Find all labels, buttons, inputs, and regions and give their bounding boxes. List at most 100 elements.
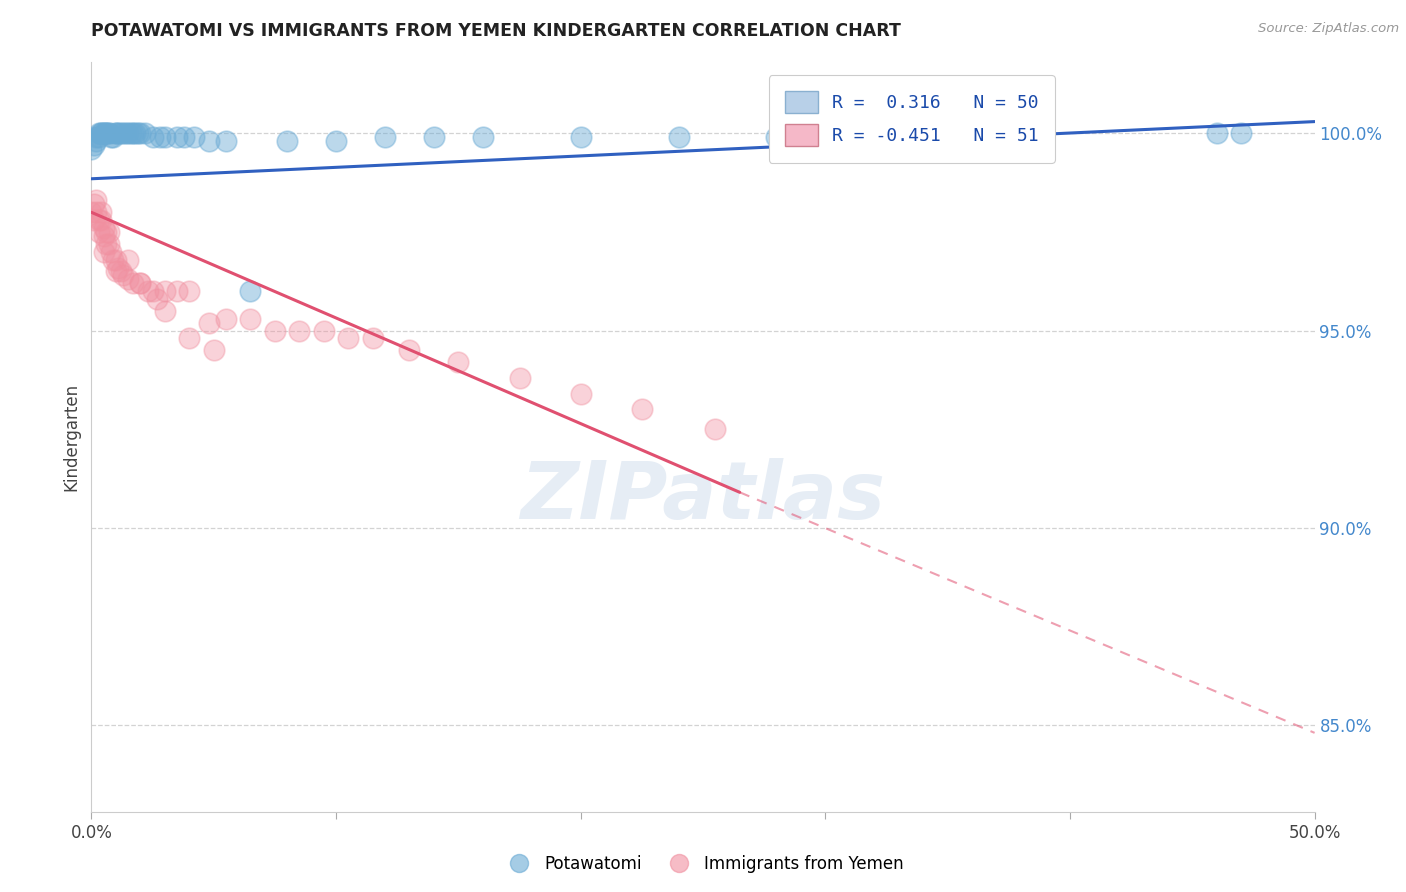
Point [129,277,152,291]
Point [104,264,127,278]
Point [90,127,112,141]
Point [100,130,122,145]
Point [1205,127,1227,141]
Point [179,331,201,345]
Point [129,277,152,291]
Point [120,127,142,141]
Point [141,284,163,298]
Point [288,324,311,338]
Point [94,127,117,141]
Text: ZIPatlas: ZIPatlas [520,458,886,536]
Point [103,252,125,267]
Point [112,127,135,141]
Point [704,422,727,436]
Point [93,127,115,141]
Point [104,252,127,267]
Point [104,127,127,141]
Point [264,324,287,338]
Point [90,213,112,227]
Point [122,127,145,141]
Point [87,127,110,141]
Point [141,130,163,145]
Point [93,244,115,259]
Point [1010,130,1032,145]
Point [447,355,470,369]
Point [198,316,221,330]
Point [122,277,145,291]
Point [100,244,122,259]
Point [239,284,262,298]
Point [94,225,117,239]
Point [94,236,117,251]
Point [173,130,195,145]
Point [110,264,132,278]
Point [110,127,132,141]
Point [471,130,494,145]
Y-axis label: Kindergarten: Kindergarten [62,383,80,491]
Text: Source: ZipAtlas.com: Source: ZipAtlas.com [1258,22,1399,36]
Point [90,205,112,219]
Point [124,127,146,141]
Legend: Potawatomi, Immigrants from Yemen: Potawatomi, Immigrants from Yemen [496,848,910,880]
Point [107,260,129,275]
Point [149,130,172,145]
Point [112,268,135,283]
Point [166,284,188,298]
Point [863,130,886,145]
Point [97,236,120,251]
Point [202,343,225,358]
Point [93,127,115,141]
Text: POTAWATOMI VS IMMIGRANTS FROM YEMEN KINDERGARTEN CORRELATION CHART: POTAWATOMI VS IMMIGRANTS FROM YEMEN KIND… [91,22,901,40]
Point [134,127,156,141]
Point [179,284,201,298]
Point [765,130,787,145]
Point [146,292,169,306]
Point [239,311,262,326]
Point [423,130,446,145]
Point [93,229,115,244]
Point [312,324,335,338]
Point [153,130,176,145]
Point [104,127,127,141]
Point [80,205,103,219]
Legend: R =  0.316   N = 50, R = -0.451   N = 51: R = 0.316 N = 50, R = -0.451 N = 51 [769,75,1054,162]
Point [361,331,384,345]
Point [569,130,592,145]
Point [276,134,298,148]
Point [398,343,420,358]
Point [1230,127,1253,141]
Point [631,402,654,417]
Point [93,221,115,235]
Point [569,386,592,401]
Point [117,127,139,141]
Point [509,371,531,385]
Point [136,284,159,298]
Point [166,130,188,145]
Point [129,127,152,141]
Point [97,127,120,141]
Point [153,284,176,298]
Point [94,127,117,141]
Point [90,127,112,141]
Point [97,127,120,141]
Point [183,130,205,145]
Point [83,213,105,227]
Point [215,134,238,148]
Point [107,127,129,141]
Point [87,225,110,239]
Point [153,304,176,318]
Point [84,130,107,145]
Point [84,134,107,148]
Point [374,130,396,145]
Point [117,272,139,286]
Point [87,130,110,145]
Point [215,311,238,326]
Point [84,194,107,208]
Point [114,127,136,141]
Point [117,252,139,267]
Point [83,138,105,153]
Point [668,130,690,145]
Point [127,127,149,141]
Point [80,142,103,156]
Point [325,134,347,148]
